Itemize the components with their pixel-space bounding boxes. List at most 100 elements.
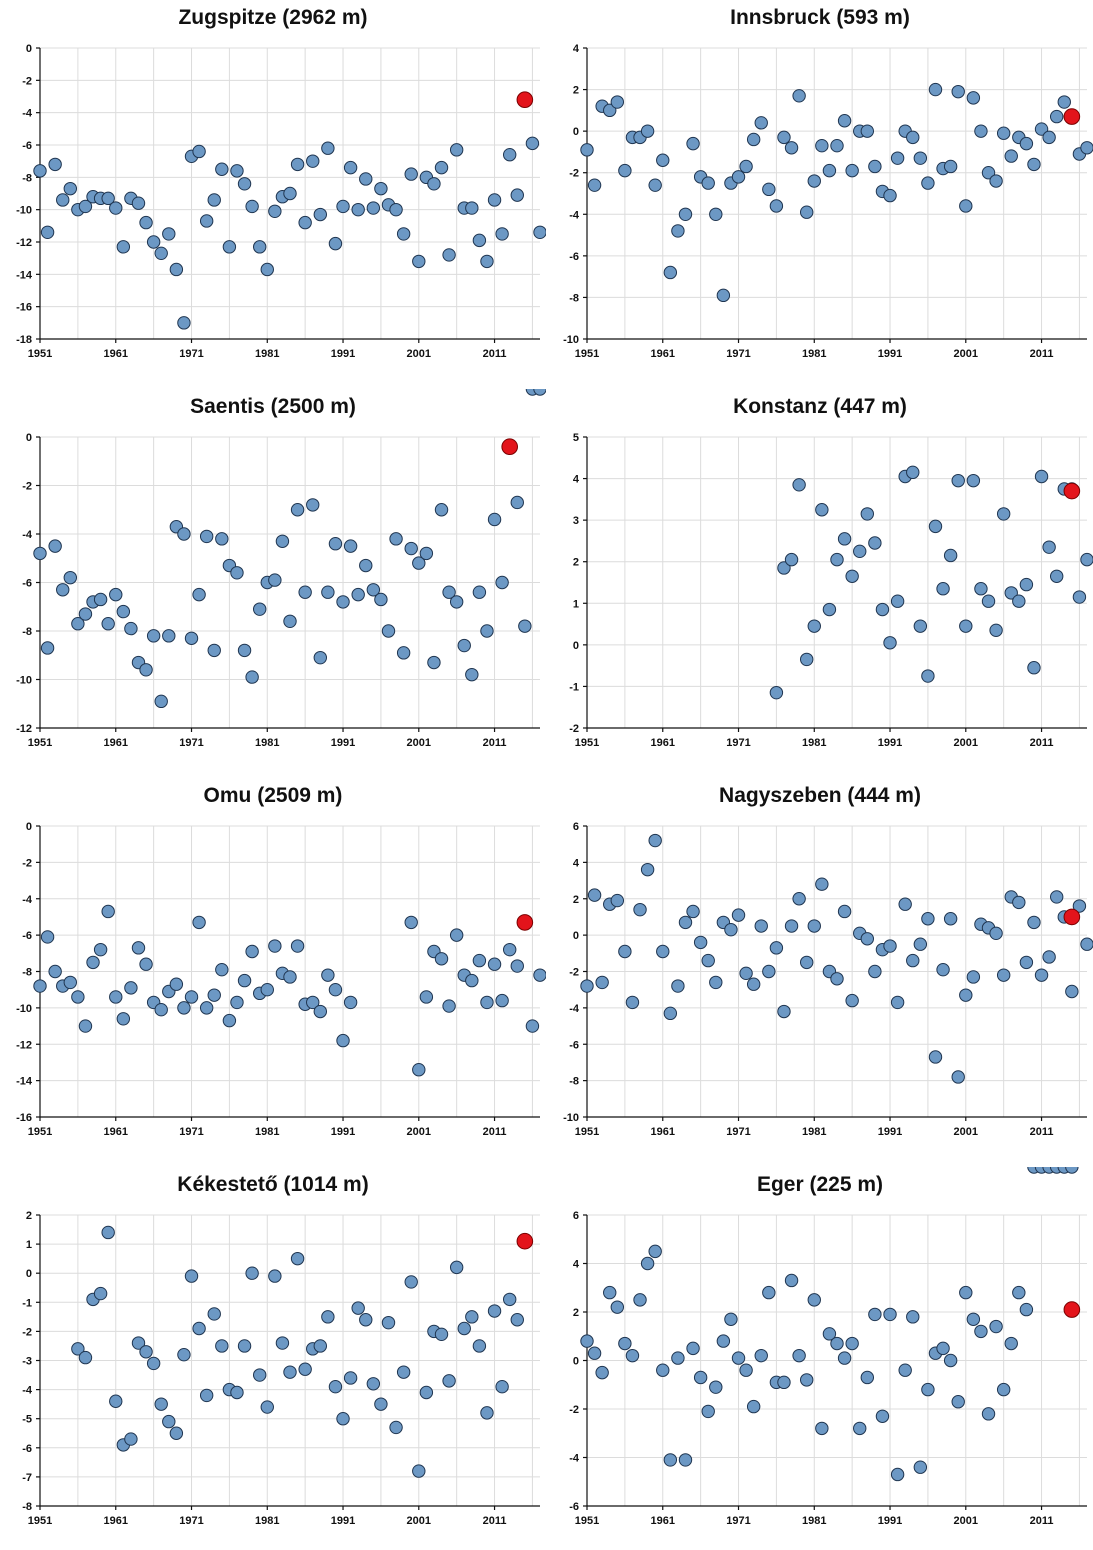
data-point [921,912,935,926]
data-point [116,1012,131,1026]
data-point [343,1371,358,1385]
data-point [959,988,973,1002]
data-point [663,1453,678,1467]
data-point [169,977,184,991]
data-point [457,1321,471,1336]
data-point [275,1336,290,1350]
data-point [184,1269,199,1283]
data-point [906,465,920,480]
data-point [389,202,403,217]
y-tick-label: -6 [22,140,32,152]
data-point [807,919,821,933]
data-point [890,594,905,608]
data-point [116,240,131,254]
chart-panel-saentis: Saentis (2500 m) 0 -2 -4 -6 -8 -10 -12 1951 1961… [0,389,546,772]
data-point [169,1426,184,1440]
x-tick-label: 1961 [104,1126,128,1138]
data-point [853,544,867,559]
data-point [56,193,70,207]
data-point [260,262,274,277]
y-tick-label: 2 [573,557,579,569]
data-point [268,1269,282,1283]
data-point [124,981,138,995]
y-tick-label: -2 [569,1404,579,1416]
data-point [237,177,252,191]
y-tick-label: -8 [22,626,32,638]
x-tick-label: 1951 [575,348,599,360]
data-point [709,975,723,990]
x-tick-label: 2011 [1030,737,1054,749]
y-tick-label: -18 [16,334,32,346]
highlighted-data-point [1063,908,1081,926]
data-point [610,95,625,109]
data-point [268,939,282,953]
data-point [56,583,70,597]
chart-title: Omu (2509 m) [203,784,343,807]
data-point [792,1348,806,1363]
y-tick-label: -14 [16,269,33,281]
data-point [215,532,229,546]
data-point [533,389,546,396]
data-point [101,617,115,631]
x-tick-label: 2011 [483,1515,507,1527]
data-point [936,962,950,977]
x-tick-label: 1971 [179,737,203,749]
y-tick-label: 4 [573,474,580,486]
data-point [1042,950,1056,964]
highlighted-data-point [516,914,534,931]
data-point [396,1365,411,1379]
data-point [1027,915,1041,930]
data-point [996,126,1011,140]
data-point [1027,661,1041,675]
data-point [359,1313,373,1327]
data-point [245,199,259,214]
x-tick-label: 1961 [651,348,675,360]
chart-title: Saentis (2500 m) [190,395,356,418]
data-point [283,1365,297,1379]
data-point [298,215,312,230]
data-point [184,631,199,645]
y-tick-label: 2 [573,894,579,906]
data-point [101,904,115,919]
scatter-plot-omu: 0 -2 -4 -6 -8 -10 -12 -14 -16 1951 1961 1971 1981 199… [16,821,546,1138]
data-point [343,995,358,1010]
data-point [472,1339,487,1353]
x-tick-label: 1971 [726,348,750,360]
data-point [1072,899,1087,913]
data-point [472,953,487,968]
data-point [663,265,678,280]
data-point [906,130,920,145]
data-point [502,942,517,957]
data-point [154,694,168,709]
data-point [799,652,814,667]
x-tick-label: 1981 [255,737,279,749]
y-tick-label: -3 [22,1356,32,1368]
data-point [396,227,411,241]
data-point [215,962,229,977]
chart-title: Kékestető (1014 m) [177,1173,369,1196]
y-tick-label: -10 [16,205,32,217]
y-tick-label: -8 [22,1501,32,1513]
data-point [618,1336,632,1351]
data-point [313,207,328,222]
data-point [1012,1285,1026,1300]
data-point [412,1063,426,1077]
y-tick-label: 2 [573,85,579,97]
data-point [63,181,78,196]
y-tick-label: -2 [569,967,579,979]
y-tick-label: 1 [573,598,579,610]
data-point [93,942,108,957]
data-point [951,1395,965,1409]
data-point [618,944,632,959]
data-point [419,1385,434,1400]
data-point [328,982,343,997]
x-tick-label: 2001 [407,737,431,749]
y-tick-label: 5 [573,432,579,444]
data-point [366,201,381,215]
data-point [587,1346,602,1360]
y-tick-label: 0 [26,821,32,833]
data-point [943,1353,958,1368]
data-point [215,162,229,176]
data-point [595,1365,609,1380]
chart-title: Konstanz (447 m) [733,395,907,418]
